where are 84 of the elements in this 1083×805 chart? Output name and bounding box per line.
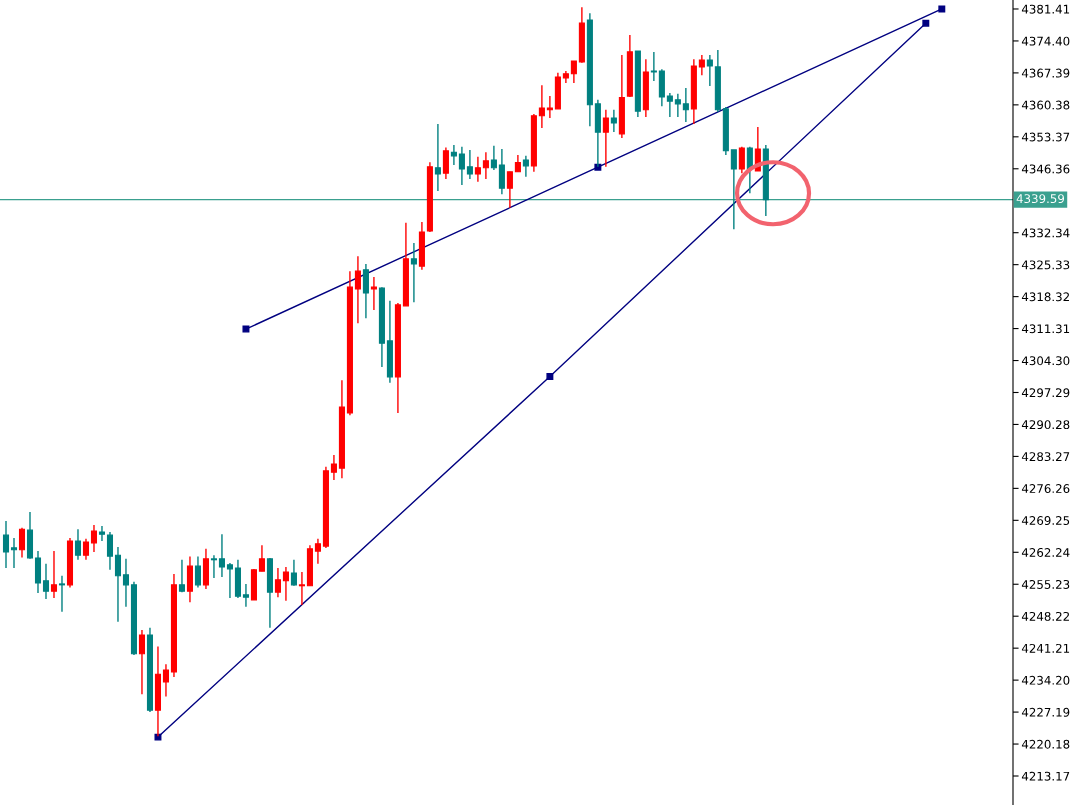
y-tick-label: 4213.17 xyxy=(1021,771,1070,781)
candlestick xyxy=(490,145,497,171)
candlestick xyxy=(682,87,689,123)
candlestick xyxy=(282,566,289,602)
candlestick xyxy=(50,550,58,599)
point xyxy=(938,5,946,13)
candlestick xyxy=(114,546,122,623)
y-tick-label: 4346.36 xyxy=(1021,164,1070,174)
candlestick xyxy=(666,92,673,118)
candlestick xyxy=(330,454,337,481)
candlestick xyxy=(674,93,681,118)
candlestick xyxy=(362,263,369,319)
candlestick xyxy=(194,555,201,589)
candlestick xyxy=(370,276,377,311)
y-tick-label: 4276.26 xyxy=(1021,484,1070,494)
y-tick-label: 4367.39 xyxy=(1021,68,1070,78)
candlestick xyxy=(458,146,465,186)
candlestick xyxy=(482,151,489,180)
y-tick-label: 4248.22 xyxy=(1021,611,1069,621)
candlestick xyxy=(74,528,82,561)
candlestick xyxy=(90,524,98,553)
candlestick xyxy=(466,149,473,180)
candlestick xyxy=(162,663,170,698)
candlestick xyxy=(42,563,50,600)
candlestick xyxy=(18,527,26,559)
y-tick-label: 4297.29 xyxy=(1021,388,1070,398)
candlestick xyxy=(98,525,106,542)
y-tick-label: 4374.40 xyxy=(1021,36,1070,46)
candlestick xyxy=(546,95,553,119)
candlestick xyxy=(610,109,617,133)
candlestick xyxy=(2,520,10,569)
y-tick-label: 4304.30 xyxy=(1021,356,1070,366)
candlestick xyxy=(290,559,297,587)
candlestick xyxy=(706,54,713,87)
candlestick xyxy=(506,171,513,209)
y-tick-label: 4227.19 xyxy=(1021,707,1070,717)
y-tick-label: 4255.23 xyxy=(1021,579,1070,589)
candlestick xyxy=(522,155,529,178)
candlestick xyxy=(242,583,249,608)
y-tick-label: 4262.24 xyxy=(1021,548,1070,557)
point xyxy=(546,373,554,380)
y-tick-label: 4353.37 xyxy=(1021,132,1070,142)
candlestick xyxy=(122,558,130,608)
candlestick xyxy=(354,255,361,324)
y-tick-label: 4234.20 xyxy=(1021,675,1070,685)
y-tick-label: 4325.33 xyxy=(1021,260,1070,270)
candlestick xyxy=(570,60,577,84)
candlestick xyxy=(58,575,66,613)
candlestick xyxy=(538,84,545,129)
candlestick xyxy=(10,537,18,569)
y-tick-label: 4269.25 xyxy=(1021,516,1070,525)
y-tick-label: 4283.27 xyxy=(1021,452,1070,462)
candlestick xyxy=(210,554,217,579)
candlestick xyxy=(650,51,657,82)
candlestick xyxy=(698,54,705,76)
candlestick xyxy=(730,149,737,230)
candlestick xyxy=(178,559,185,593)
ref-line-label: 4339.59 xyxy=(1016,194,1065,204)
candlestick xyxy=(218,533,225,578)
y-tick-label: 4381.41 xyxy=(1021,4,1070,14)
candlestick xyxy=(442,146,449,180)
candlestick xyxy=(602,109,609,168)
candlestick xyxy=(314,538,321,565)
y-tick-label: 4290.28 xyxy=(1021,420,1070,430)
candlestick xyxy=(106,531,114,571)
candlestick xyxy=(226,562,233,599)
y-tick-label: 4360.38 xyxy=(1021,100,1070,110)
y-tick-label: 4332.34 xyxy=(1021,228,1070,238)
candlestick xyxy=(410,242,417,303)
candlestick xyxy=(738,146,745,174)
candlestick xyxy=(498,148,505,195)
y-tick-label: 4311.31 xyxy=(1021,324,1070,334)
point xyxy=(242,325,250,333)
candlestick xyxy=(82,538,90,561)
point xyxy=(922,19,930,27)
y-tick-label: 4318.32 xyxy=(1021,292,1069,302)
candlestick xyxy=(474,156,481,183)
candlestick xyxy=(298,571,305,606)
y-tick-label: 4241.21 xyxy=(1021,643,1070,653)
candlestick xyxy=(138,629,146,695)
candlestick xyxy=(258,544,265,572)
candlestick xyxy=(274,567,281,598)
candlestick xyxy=(434,123,441,192)
y-tick-label: 4220.18 xyxy=(1021,739,1070,749)
